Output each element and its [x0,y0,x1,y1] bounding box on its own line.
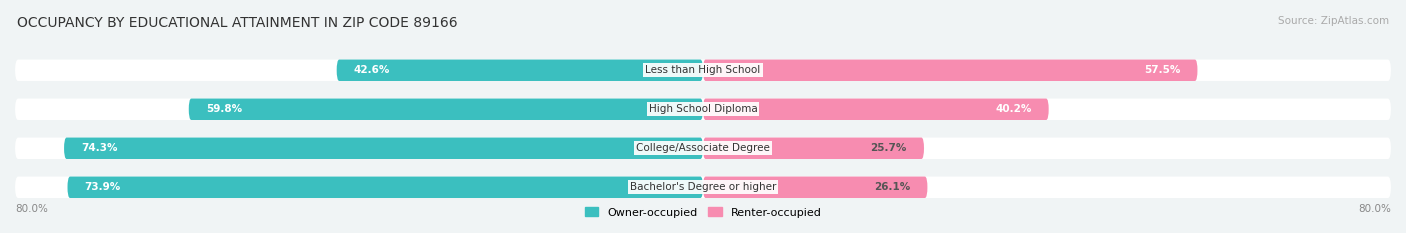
FancyBboxPatch shape [703,99,1049,120]
Text: 80.0%: 80.0% [1358,204,1391,214]
FancyBboxPatch shape [15,177,1391,198]
Text: 59.8%: 59.8% [205,104,242,114]
Text: Less than High School: Less than High School [645,65,761,75]
Text: 26.1%: 26.1% [875,182,910,192]
Text: 40.2%: 40.2% [995,104,1032,114]
Text: OCCUPANCY BY EDUCATIONAL ATTAINMENT IN ZIP CODE 89166: OCCUPANCY BY EDUCATIONAL ATTAINMENT IN Z… [17,16,457,30]
Legend: Owner-occupied, Renter-occupied: Owner-occupied, Renter-occupied [585,207,821,218]
FancyBboxPatch shape [188,99,703,120]
Text: 80.0%: 80.0% [15,204,48,214]
Text: 25.7%: 25.7% [870,143,907,153]
FancyBboxPatch shape [67,177,703,198]
Text: 57.5%: 57.5% [1144,65,1180,75]
Text: 73.9%: 73.9% [84,182,121,192]
FancyBboxPatch shape [65,137,703,159]
FancyBboxPatch shape [15,99,1391,120]
Text: Source: ZipAtlas.com: Source: ZipAtlas.com [1278,16,1389,26]
Text: 42.6%: 42.6% [354,65,391,75]
Text: High School Diploma: High School Diploma [648,104,758,114]
FancyBboxPatch shape [703,137,924,159]
FancyBboxPatch shape [703,177,928,198]
Text: Bachelor's Degree or higher: Bachelor's Degree or higher [630,182,776,192]
FancyBboxPatch shape [336,60,703,81]
Text: College/Associate Degree: College/Associate Degree [636,143,770,153]
FancyBboxPatch shape [15,137,1391,159]
Text: 74.3%: 74.3% [82,143,118,153]
FancyBboxPatch shape [703,60,1198,81]
FancyBboxPatch shape [15,60,1391,81]
